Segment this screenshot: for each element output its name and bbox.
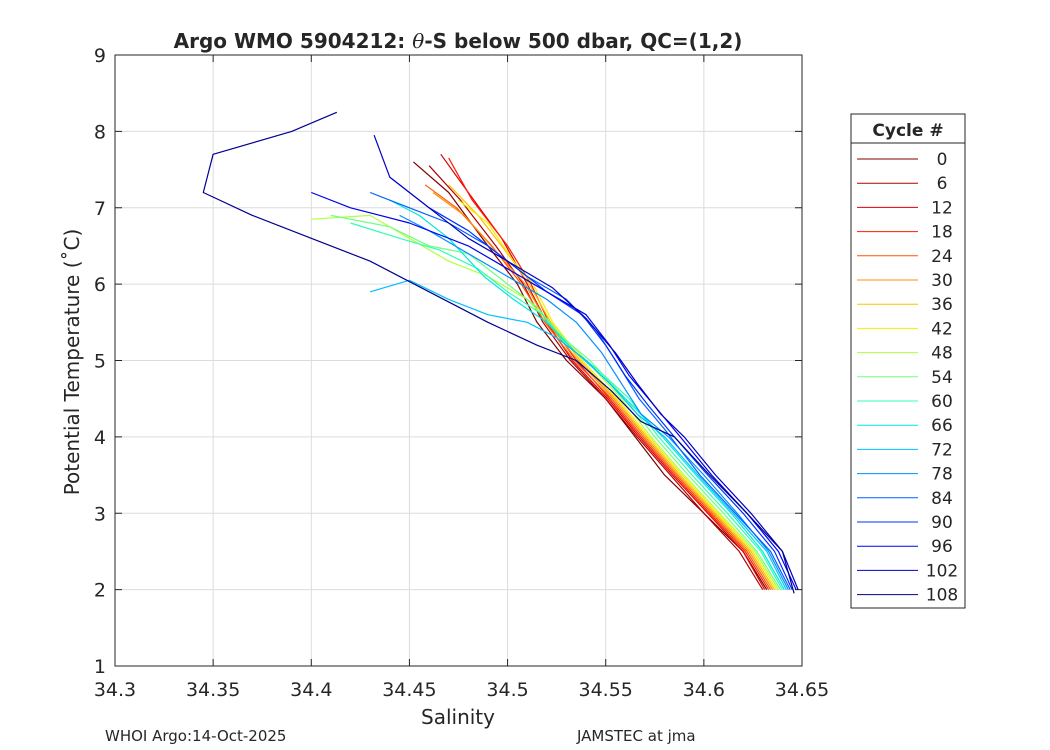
y-tick-label: 6 [94,274,106,296]
x-tick-label: 34.4 [290,679,332,701]
x-tick-label: 34.45 [382,679,436,701]
legend-label: 6 [937,174,948,194]
series-line-cycle-108 [202,111,795,594]
legend-label: 96 [931,537,953,557]
legend-label: 54 [931,368,953,388]
legend-label: 72 [931,440,953,460]
y-tick-label: 8 [94,121,106,143]
y-tick-label: 9 [94,45,106,67]
legend-label: 66 [931,416,953,436]
legend-label: 78 [931,465,953,485]
series-line-cycle-30 [432,192,774,590]
series-line-cycle-102 [373,134,799,590]
y-tick-label: 3 [94,503,106,525]
series-line-cycle-6 [428,165,764,590]
legend-label: 24 [931,247,953,267]
legend-label: 12 [931,198,953,218]
y-tick-label: 1 [94,656,106,678]
x-tick-label: 34.6 [683,679,725,701]
chart-title-suffix: -S below 500 dbar, QC=(1,2) [424,29,742,53]
legend-label: 36 [931,295,953,315]
footer-left: WHOI Argo:14-Oct-2025 [105,727,286,745]
series-line-cycle-42 [458,199,778,590]
y-axis-label: Potential Temperature (˚C) [60,229,84,496]
legend-label: 60 [931,392,953,412]
legend-label: 30 [931,271,953,291]
x-tick-label: 34.5 [486,679,528,701]
x-tick-label: 34.35 [186,679,240,701]
x-tick-label: 34.65 [775,679,829,701]
axis-ticks: 34.3 34.35 34.4 34.45 34.5 34.55 34.6 34.65 1 2 3 4… [94,45,829,701]
legend: Cycle # 0 6 12 18 24 30 36 42 48 54 60 66 72 78 84 90 96… [850,113,966,609]
x-tick-label: 34.3 [94,679,136,701]
chart-title-theta: θ [412,29,424,53]
y-tick-label: 5 [94,351,106,373]
series-line-cycle-72 [370,279,787,590]
legend-label: 42 [931,319,953,339]
legend-label: 48 [931,344,953,364]
x-tick-label: 34.55 [579,679,633,701]
y-tick-label: 2 [94,580,106,602]
chart-title-prefix: Argo WMO 5904212: [174,29,413,53]
legend-label: 84 [931,489,953,509]
series-layer [202,111,799,594]
legend-items: 0 6 12 18 24 30 36 42 48 54 60 66 72 78 84 90 96 102 108 [857,150,958,606]
series-line-cycle-54 [330,214,781,590]
legend-box [850,113,966,609]
y-tick-label: 7 [94,198,106,220]
chart-title: Argo WMO 5904212: θ-S below 500 dbar, QC… [174,29,743,53]
legend-label: 0 [937,150,948,170]
series-line-cycle-90 [389,176,793,590]
legend-label: 108 [926,586,958,606]
legend-label: 18 [931,223,953,243]
legend-title: Cycle # [872,121,943,141]
series-line-cycle-78 [399,214,789,590]
legend-label: 90 [931,513,953,533]
x-axis-label: Salinity [421,705,495,729]
series-line-cycle-66 [389,199,785,590]
y-tick-label: 4 [94,427,106,449]
legend-label: 102 [926,561,958,581]
footer-right: JAMSTEC at jma [576,727,696,745]
